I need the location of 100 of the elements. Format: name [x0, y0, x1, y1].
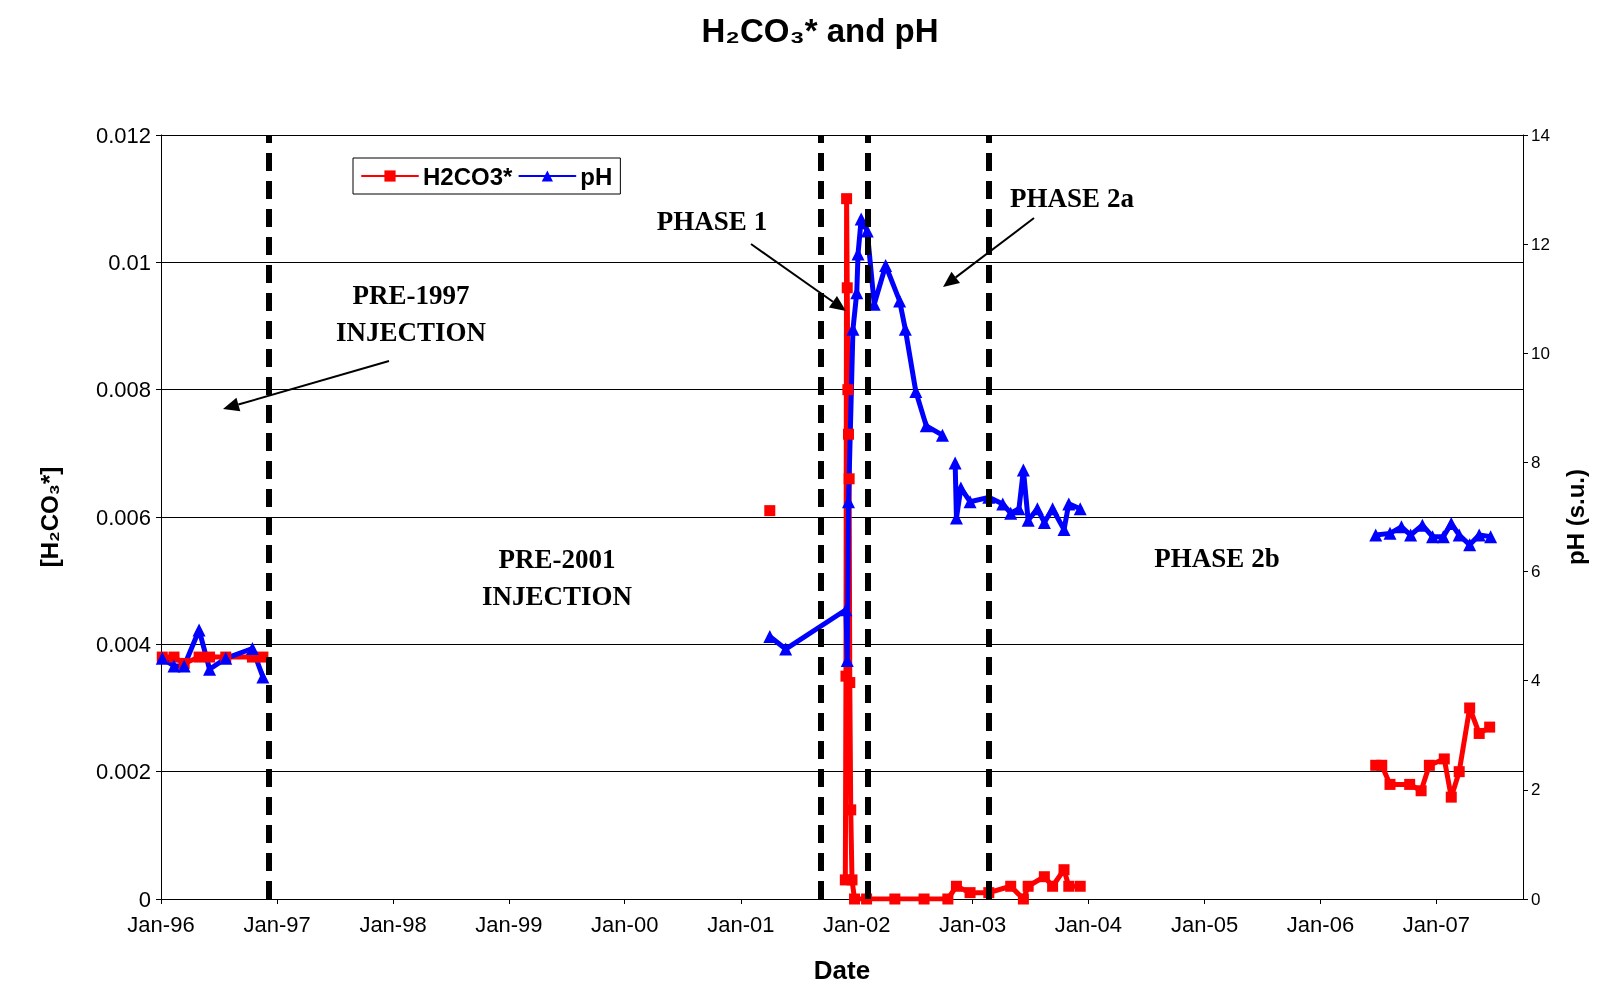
point — [764, 505, 776, 517]
point — [1453, 766, 1465, 778]
point — [192, 623, 206, 637]
point — [849, 893, 861, 905]
point — [1063, 880, 1075, 892]
point — [948, 456, 962, 470]
y-tick-label: 0.008 — [95, 377, 151, 403]
annotation: PHASE 2b — [1154, 543, 1280, 573]
point — [942, 893, 954, 905]
x-tick-label: Jan-99 — [475, 911, 543, 937]
y-tick-label: 0.006 — [95, 504, 151, 530]
point — [1473, 727, 1485, 739]
y2-tick-label: 0 — [1531, 889, 1541, 909]
point — [846, 874, 858, 886]
legend-label: H2CO3* — [423, 162, 514, 190]
point — [1394, 520, 1408, 534]
point — [167, 659, 181, 673]
point — [919, 419, 933, 433]
point — [1423, 759, 1435, 771]
point — [1004, 506, 1018, 520]
point — [1404, 778, 1416, 790]
y2-tick-label: 8 — [1531, 452, 1541, 472]
point — [1464, 702, 1476, 714]
y-tick-label: 0 — [138, 886, 151, 912]
point — [177, 659, 191, 673]
point — [950, 880, 962, 892]
y-tick-label: 0.012 — [95, 122, 151, 148]
x-tick-label: Jan-97 — [243, 911, 311, 937]
x-tick-label: Jan-06 — [1286, 911, 1355, 937]
y-tick-label: 0.004 — [95, 631, 151, 657]
point — [935, 428, 949, 442]
point — [879, 258, 893, 272]
y-tick-label: 0.01 — [108, 249, 151, 275]
point — [1030, 502, 1044, 516]
point — [256, 670, 270, 684]
point — [893, 294, 907, 308]
y2-tick-label: 6 — [1531, 562, 1541, 582]
annotation: PRE-1997 INJECTION — [335, 279, 487, 347]
point — [1062, 497, 1076, 511]
legend-label: pH — [580, 162, 613, 190]
point — [1426, 530, 1440, 544]
y2-tick-label: 2 — [1531, 780, 1541, 800]
y2-tick-label: 12 — [1531, 234, 1550, 254]
y2-axis-title: pH (s.u.) — [1561, 469, 1589, 565]
point — [889, 893, 901, 905]
point — [1376, 759, 1388, 771]
point — [203, 662, 217, 676]
point — [779, 642, 793, 656]
y2-tick-label: 4 — [1531, 671, 1541, 691]
x-tick-label: Jan-04 — [1054, 911, 1123, 937]
point — [1369, 528, 1383, 542]
point — [964, 887, 976, 899]
y-axis-title: [H₂CO₃*] — [35, 466, 63, 568]
x-tick-label: Jan-02 — [823, 911, 891, 937]
point — [1058, 864, 1070, 876]
point — [1415, 785, 1427, 797]
annotation: PRE-2001 INJECTION — [481, 543, 633, 611]
x-tick-label: Jan-03 — [938, 911, 1007, 937]
x-axis-title: Date — [813, 955, 871, 985]
point — [839, 603, 853, 617]
point — [1445, 791, 1457, 803]
x-tick-label: Jan-98 — [359, 911, 427, 937]
point — [918, 893, 930, 905]
point — [1463, 538, 1477, 552]
y-tick-label: 0.002 — [95, 759, 151, 785]
point — [841, 193, 853, 205]
point — [1383, 526, 1397, 540]
point — [843, 473, 855, 485]
point — [1037, 515, 1051, 529]
point — [204, 651, 216, 663]
point — [1484, 721, 1496, 733]
y2-tick-label: 10 — [1531, 343, 1550, 363]
x-tick-label: Jan-05 — [1171, 911, 1239, 937]
point — [963, 495, 977, 509]
point — [1384, 778, 1396, 790]
point — [1046, 502, 1060, 516]
point — [1484, 530, 1498, 544]
annotation: PHASE 2a — [1010, 183, 1135, 213]
x-tick-label: Jan-00 — [591, 911, 659, 937]
x-tick-label: Jan-07 — [1402, 911, 1470, 937]
point — [1444, 517, 1458, 531]
chart-title: H₂CO₃* and pH — [701, 11, 939, 49]
point — [1017, 893, 1029, 905]
point — [1038, 871, 1050, 883]
point — [842, 384, 854, 396]
annotation: PHASE 1 — [656, 206, 768, 236]
point — [1074, 880, 1086, 892]
x-tick-label: Jan-01 — [707, 911, 775, 937]
point — [843, 428, 855, 440]
point — [1404, 528, 1418, 542]
point — [1073, 502, 1087, 516]
point — [1022, 880, 1034, 892]
point — [1047, 880, 1059, 892]
point — [1436, 530, 1450, 544]
y2-tick-label: 14 — [1531, 125, 1550, 145]
point — [841, 282, 853, 294]
point — [245, 642, 259, 656]
point — [1005, 880, 1017, 892]
point — [1438, 753, 1450, 765]
point — [193, 651, 205, 663]
